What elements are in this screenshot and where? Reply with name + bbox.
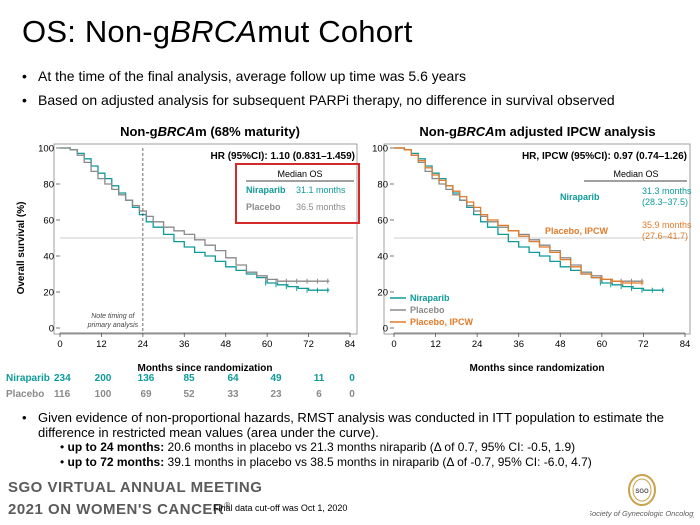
c2-series-placebo-ipcw <box>394 147 644 284</box>
c1-ytick-label: 40 <box>43 252 54 263</box>
c1-xtick-label: 12 <box>96 339 107 350</box>
rmst-sub-bullet-72: • up to 72 months: 39.1 months in placeb… <box>60 455 592 469</box>
chart2-median-header: Median OS <box>613 169 658 179</box>
footer-line1: SGO VIRTUAL ANNUAL MEETING <box>8 479 263 496</box>
chart1-median-placebo-value: 36.5 months <box>296 202 346 212</box>
chart2-frame <box>383 143 691 335</box>
chart1-annotation-line2: primary analysis <box>87 322 139 329</box>
chart2-title: Non-gBRCAm adjusted IPCW analysis <box>419 124 656 139</box>
risk-cell: 0 <box>349 389 355 400</box>
chart1-median-niraparib-value: 31.1 months <box>296 185 346 195</box>
c2-xtick-label: 84 <box>680 339 691 350</box>
chart2-median-ipcw-ci: (27.6–41.7) <box>642 231 688 241</box>
c2-ytick-label: 100 <box>372 144 388 155</box>
c2-xtick-label: 0 <box>391 339 396 350</box>
bullet-adjusted: • Based on adjusted analysis for subseque… <box>22 92 615 108</box>
chart1-km-plot: 0 20 40 60 80 100 0 12 24 36 48 60 72 84 Note timing … <box>16 143 360 374</box>
c2-ytick-label: 20 <box>377 288 388 299</box>
rmst-bullet-block: • Given evidence of non-proportional haza… <box>22 410 682 470</box>
c2-ytick-label: 60 <box>377 216 388 227</box>
c2-xtick-label: 12 <box>430 339 441 350</box>
risk-cell: 200 <box>94 373 112 384</box>
chart1-xlabel: Months since randomization <box>137 363 272 374</box>
chart1-highlight-box <box>235 163 360 224</box>
c2-xtick-label: 48 <box>555 339 566 350</box>
sgo-society-logo: SGO Society of Gynecologic Oncology <box>590 474 694 518</box>
data-cutoff-note: Final data cut-off was Oct 1, 2020 <box>213 503 348 513</box>
risk-cell: 69 <box>140 389 152 400</box>
legend-placebo-label: Placebo <box>410 305 445 315</box>
chart2-median-ipcw-label: Placebo, IPCW <box>545 226 609 236</box>
rmst-sub-bullet-24: • up to 24 months: 20.6 months in placeb… <box>60 440 576 454</box>
c2-xtick-label: 36 <box>513 339 524 350</box>
risk-cell: 23 <box>270 389 282 400</box>
chart2-median-ipcw-value: 35.9 months <box>642 220 692 230</box>
chart1-median-header: Median OS <box>277 169 322 179</box>
c1-series-placebo <box>60 147 330 282</box>
risk-cell: 11 <box>313 373 325 384</box>
chart1-title: Non-gBRCAm (68% maturity) <box>120 124 300 139</box>
c1-ytick-label: 80 <box>43 180 54 191</box>
c2-ytick-label: 40 <box>377 252 388 263</box>
c2-xtick-label: 72 <box>638 339 649 350</box>
c1-ytick-label: 0 <box>49 324 54 335</box>
footer-reg-mark: ® <box>224 501 231 510</box>
c1-xtick-label: 24 <box>138 339 149 350</box>
sgo-emblem-icon <box>628 474 656 506</box>
risk-cell: 0 <box>349 373 355 384</box>
c1-ytick-label: 60 <box>43 216 54 227</box>
sgo-society-name: Society of Gynecologic Oncology <box>590 509 694 518</box>
chart1-hr-text: HR (95%CI): 1.10 (0.831–1.459) <box>210 151 355 162</box>
legend-ipcw-label: Placebo, IPCW <box>410 317 474 327</box>
c1-ytick-label: 100 <box>38 144 54 155</box>
chart2-median-niraparib-value: 31.3 months <box>642 186 692 196</box>
risk-cell: 52 <box>183 389 195 400</box>
legend-niraparib-label: Niraparib <box>410 293 450 303</box>
chart2-km-plot: 0 20 40 60 80 100 0 12 24 36 48 60 72 84 Months since… <box>372 143 692 375</box>
c2-xtick-label: 24 <box>472 339 483 350</box>
risk-cell: 49 <box>270 373 282 384</box>
risk-cell: 85 <box>183 373 195 384</box>
chart1-annotation-line1: Note timing of <box>91 313 135 320</box>
chart2-median-niraparib-label: Niraparib <box>560 192 600 202</box>
c1-xtick-label: 36 <box>179 339 190 350</box>
c2-xtick-label: 60 <box>597 339 608 350</box>
bullet-dot: • <box>22 68 27 84</box>
c1-xtick-label: 0 <box>57 339 62 350</box>
chart1-median-niraparib-label: Niraparib <box>246 185 286 195</box>
sgo-emblem-inner-icon <box>632 478 652 502</box>
risk-label: Placebo <box>6 389 45 400</box>
slide-title: OS: Non-gBRCAmut Cohort <box>22 14 413 49</box>
risk-n: 116 <box>54 389 71 400</box>
risk-cell: 100 <box>94 389 112 400</box>
c1-xtick-label: 72 <box>303 339 314 350</box>
risk-cell: 6 <box>316 389 322 400</box>
chart2-xlabel: Months since randomization <box>469 363 604 374</box>
bullet-dot: • <box>22 92 27 108</box>
c2-ytick-label: 80 <box>377 180 388 191</box>
risk-label: Niraparib <box>6 373 50 384</box>
risk-cell: 64 <box>227 373 239 384</box>
chart2-hr-text: HR, IPCW (95%CI): 0.97 (0.74–1.26) <box>522 151 687 162</box>
c1-ytick-label: 20 <box>43 288 54 299</box>
chart2-median-niraparib-ci: (28.3–37.5) <box>642 197 688 207</box>
c2-series-placebo <box>394 147 644 282</box>
sgo-meeting-logo: SGO VIRTUAL ANNUAL MEETING 2021 ON WOMEN… <box>8 479 262 519</box>
rmst-bullet: • Given evidence of non-proportional haza… <box>22 410 665 440</box>
c1-xtick-label: 84 <box>345 339 356 350</box>
chart1-median-placebo-label: Placebo <box>246 202 281 212</box>
risk-cell: 33 <box>227 389 239 400</box>
chart1-ylabel: Overall survival (%) <box>16 202 27 295</box>
chart1-frame <box>53 143 358 335</box>
c2-ytick-label: 0 <box>383 324 388 335</box>
risk-cell: 136 <box>137 373 155 384</box>
footer-line2: 2021 ON WOMEN'S CANCER <box>8 501 225 518</box>
c1-xtick-label: 60 <box>262 339 273 350</box>
c1-xtick-label: 48 <box>220 339 231 350</box>
sgo-emblem-text: SGO <box>635 489 649 495</box>
risk-n: 234 <box>54 373 71 384</box>
bullet-followup: • At the time of the final analysis, aver… <box>22 68 466 84</box>
